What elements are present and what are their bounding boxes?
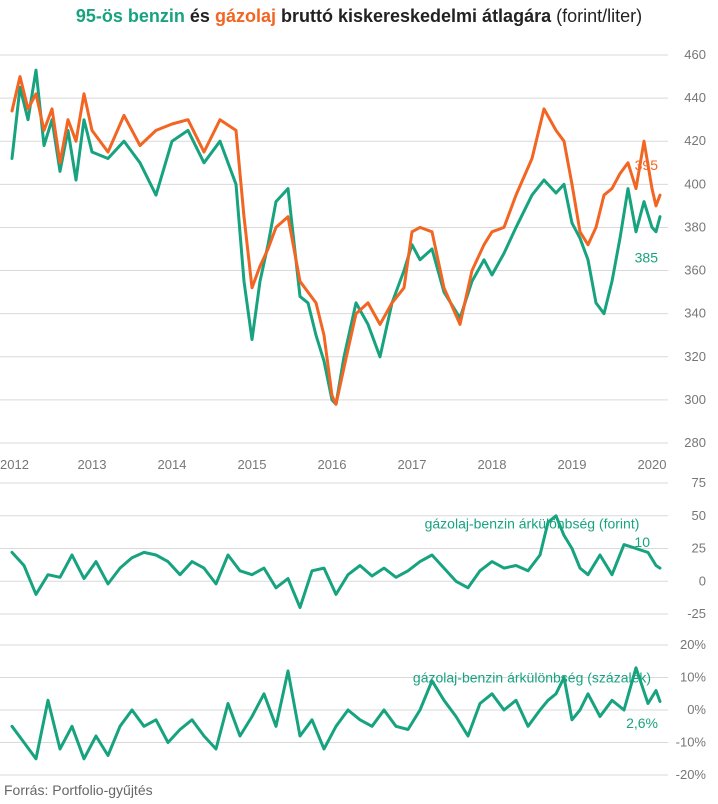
chart-title: 95-ös benzin és gázolaj bruttó kiskeresk… — [0, 6, 718, 27]
y-tick-label: 25 — [692, 541, 706, 556]
title-and: és — [184, 6, 215, 26]
x-tick-label: 2013 — [78, 457, 107, 472]
y-tick-label: 360 — [684, 263, 706, 278]
y-tick-label: 380 — [684, 219, 706, 234]
y-tick-label: 300 — [684, 392, 706, 407]
annotation-label: 395 — [635, 157, 659, 173]
x-tick-label: 2012 — [0, 457, 29, 472]
x-tick-label: 2020 — [638, 457, 667, 472]
y-tick-label: -10% — [676, 735, 707, 750]
y-tick-label: 50 — [692, 508, 706, 523]
y-tick-label: 0 — [699, 573, 706, 588]
y-tick-label: -20% — [676, 767, 707, 782]
title-rest: bruttó kiskereskedelmi átlagára — [275, 6, 552, 26]
y-tick-label: 420 — [684, 133, 706, 148]
annotation-label: 385 — [635, 250, 659, 266]
y-tick-label: 400 — [684, 176, 706, 191]
y-tick-label: 280 — [684, 435, 706, 450]
y-tick-label: 340 — [684, 306, 706, 321]
y-tick-label: 10% — [680, 670, 706, 685]
x-tick-label: 2017 — [398, 457, 427, 472]
title-gazolaj: gázolaj — [214, 6, 276, 26]
x-tick-label: 2016 — [318, 457, 347, 472]
annotation-label: gázolaj-benzin árkülönbség (százalék) — [413, 670, 651, 686]
title-benzin: 95-ös benzin — [75, 6, 185, 26]
x-tick-label: 2015 — [238, 457, 267, 472]
series-line-benzin — [10, 68, 662, 406]
y-tick-label: 440 — [684, 90, 706, 105]
annotation-label: 2,6% — [626, 715, 658, 731]
title-unit: (forint/liter) — [551, 6, 643, 26]
series-line-diff-percent — [10, 666, 662, 761]
x-tick-label: 2018 — [478, 457, 507, 472]
annotation-label: gázolaj-benzin árkülönbség (forint) — [425, 516, 640, 532]
y-tick-label: 20% — [680, 637, 706, 652]
y-tick-label: 460 — [684, 47, 706, 62]
y-tick-label: 0% — [687, 702, 706, 717]
series-line-diff-forint — [10, 514, 662, 609]
y-tick-label: -25 — [687, 606, 706, 621]
x-tick-label: 2019 — [558, 457, 587, 472]
y-tick-label: 320 — [684, 349, 706, 364]
annotation-label: 10 — [634, 534, 650, 550]
source-note: Forrás: Portfolio-gyűjtés — [4, 782, 153, 798]
x-tick-label: 2014 — [158, 457, 187, 472]
series-line-gazolaj — [10, 75, 662, 406]
y-tick-label: 75 — [692, 475, 706, 490]
